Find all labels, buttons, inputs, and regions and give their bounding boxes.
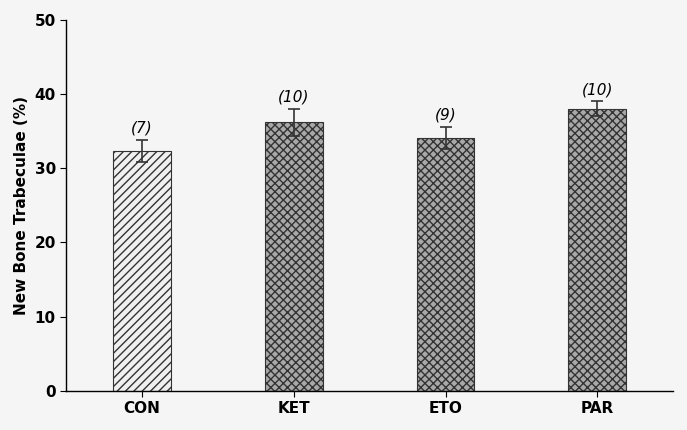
- Bar: [568, 109, 626, 391]
- Bar: [265, 122, 323, 391]
- Text: (10): (10): [581, 82, 613, 97]
- Text: (10): (10): [278, 89, 310, 104]
- Bar: [417, 138, 474, 391]
- Bar: [113, 151, 171, 391]
- Text: (7): (7): [131, 120, 153, 135]
- Y-axis label: New Bone Trabeculae (%): New Bone Trabeculae (%): [14, 96, 29, 315]
- Text: (9): (9): [435, 107, 456, 122]
